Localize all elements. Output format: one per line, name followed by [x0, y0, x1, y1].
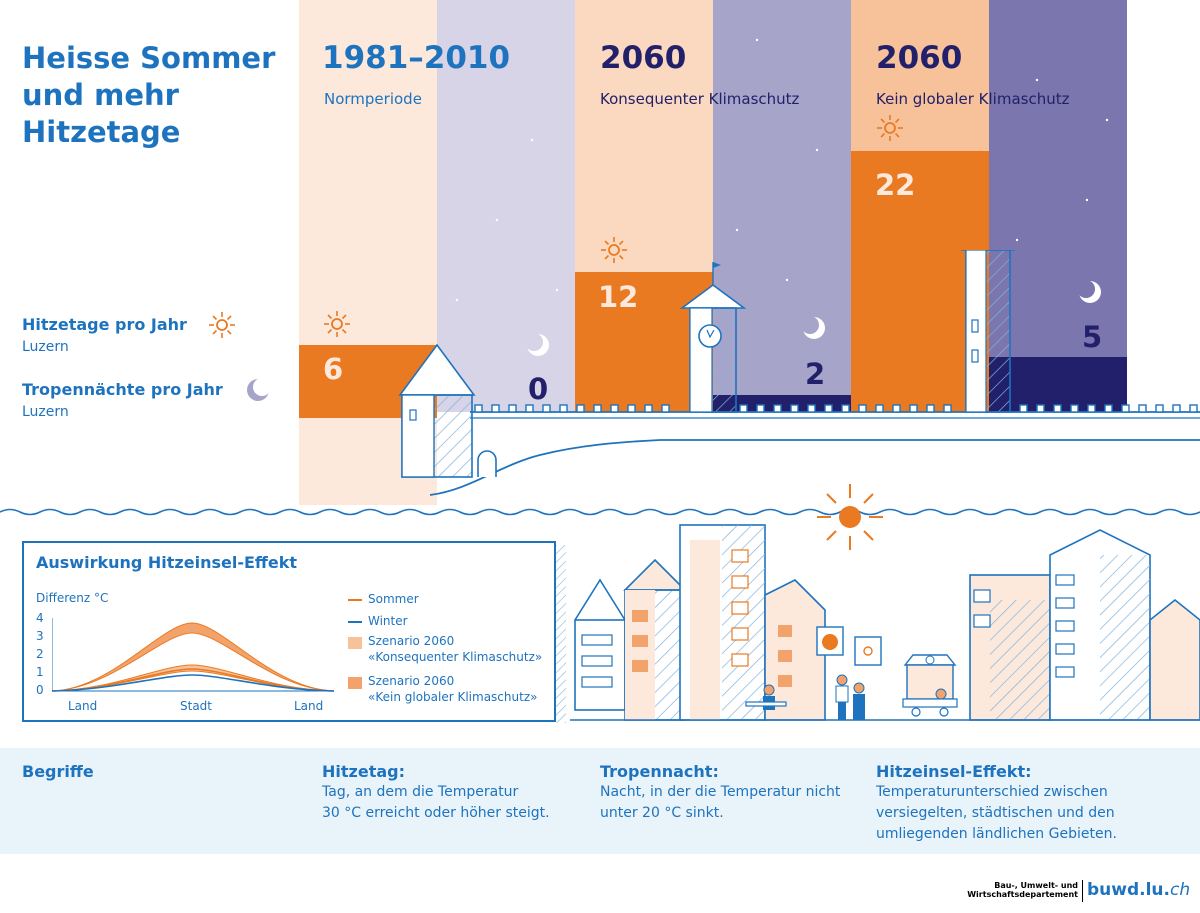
- department-name: Bau-, Umwelt- und Wirtschaftsdepartement: [967, 881, 1078, 899]
- series-kein-klimaschutz: [52, 622, 334, 692]
- period3-tropical-nights-value: 5: [1082, 320, 1103, 354]
- moon-icon: [247, 378, 270, 401]
- period2-subtitle: Konsequenter Klimaschutz: [600, 90, 800, 108]
- definitions-heading: Begriffe: [22, 762, 94, 781]
- chart-ylabel: Differenz °C: [36, 591, 109, 605]
- period1-tropical-nights-value: 0: [528, 372, 549, 406]
- x-tick-label: Land: [68, 699, 98, 713]
- sun-icon: [601, 237, 627, 263]
- period3-year: 2060: [876, 40, 963, 76]
- y-tick-label: 1: [36, 665, 44, 679]
- x-tick-label: Land: [294, 699, 324, 713]
- definition-text: Tag, an dem die Temperatur 30 °C erreich…: [322, 784, 550, 821]
- legend-sommer: Sommer: [368, 592, 419, 606]
- legend-konsequent-swatch: [348, 637, 362, 649]
- chart-frame-hatch: [556, 545, 566, 723]
- hot-days-legend-place: Luzern: [22, 339, 69, 355]
- sun-icon: [817, 484, 883, 550]
- period1-year: 1981–2010: [322, 40, 511, 76]
- definition-term: Tropennacht:: [600, 762, 719, 781]
- tropical-nights-legend-place: Luzern: [22, 404, 69, 420]
- period3-night-column: [989, 0, 1127, 412]
- moon-icon: [1078, 280, 1101, 303]
- buwd-logo[interactable]: buwd.lu.ch: [1087, 880, 1191, 900]
- sad-face-icon: [816, 626, 844, 656]
- period1-subtitle: Normperiode: [324, 90, 422, 108]
- legend-kein-swatch: [348, 677, 362, 689]
- hot-days-legend-label: Hitzetage pro Jahr: [22, 315, 187, 334]
- period2-tropical-nights-value: 2: [805, 357, 826, 391]
- sun-icon: [324, 311, 350, 337]
- y-tick-label: 4: [36, 611, 44, 625]
- chart-plot: [52, 618, 334, 692]
- sun-icon: [877, 115, 903, 141]
- y-tick-label: 3: [36, 629, 44, 643]
- period2-year: 2060: [600, 40, 687, 76]
- definition-term: Hitzetag:: [322, 762, 405, 781]
- legend-konsequent: Szenario 2060 «Konsequenter Klimaschutz»: [368, 634, 543, 664]
- tropical-nights-legend-label: Tropennächte pro Jahr: [22, 380, 223, 399]
- series-sommer: [52, 668, 334, 692]
- moon-icon: [802, 316, 825, 339]
- legend-winter: Winter: [368, 614, 408, 628]
- definition-text: Temperaturunterschied zwischen versiegel…: [876, 784, 1117, 842]
- page-title: Heisse Sommer und mehr Hitzetage: [22, 41, 276, 149]
- night-stars: [455, 38, 1109, 302]
- definitions-band: [0, 748, 1200, 854]
- legend-kein: Szenario 2060 «Kein globaler Klimaschutz…: [368, 674, 538, 704]
- period2-hot-days-value: 12: [598, 280, 639, 314]
- definition-text: Nacht, in der die Temperatur nicht unter…: [600, 784, 841, 821]
- x-tick-label: Stadt: [180, 699, 212, 713]
- series-winter: [52, 674, 334, 692]
- period1-hot-days-value: 6: [323, 352, 344, 386]
- legend-sommer-line: [348, 599, 362, 601]
- heat-island-chart: Auswirkung Hitzeinsel-Effekt Differenz °…: [22, 541, 556, 722]
- chart-title: Auswirkung Hitzeinsel-Effekt: [36, 553, 297, 572]
- footer-divider: [1082, 880, 1083, 902]
- definition-term: Hitzeinsel-Effekt:: [876, 762, 1032, 781]
- moon-icon: [526, 333, 549, 356]
- period3-subtitle: Kein globaler Klimaschutz: [876, 90, 1070, 108]
- legend-winter-line: [348, 621, 362, 623]
- period3-hot-days-value: 22: [875, 168, 916, 202]
- city-illustration: [570, 484, 1200, 721]
- sun-bubble-icon: [854, 636, 882, 666]
- period1-night-column: [437, 0, 575, 412]
- y-tick-label: 0: [36, 683, 44, 697]
- sun-icon: [209, 312, 235, 338]
- y-tick-label: 2: [36, 647, 44, 661]
- period3-tropical-nights-bar: [989, 357, 1127, 412]
- city-wall-illustration: [0, 250, 1200, 516]
